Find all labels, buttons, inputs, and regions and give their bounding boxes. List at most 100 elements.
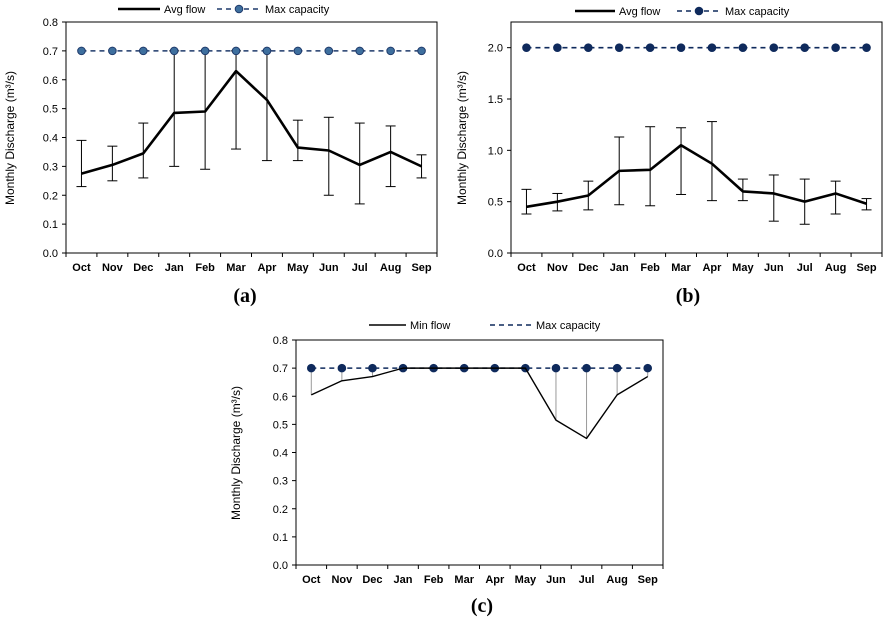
flow-line (310, 367, 649, 440)
max-capacity-marker (417, 46, 426, 56)
max-capacity-marker (582, 363, 591, 373)
max-capacity-marker (614, 43, 624, 52)
y-tick-label: 0.1 (273, 532, 288, 544)
x-tick-label: Jun (319, 262, 339, 274)
legend-capacity-label: Max capacity (536, 320, 601, 332)
legend-capacity-label: Max capacity (265, 4, 330, 16)
x-tick-label: Jan (394, 574, 413, 586)
x-tick-label: Aug (380, 262, 401, 274)
x-tick-label: Jan (610, 262, 629, 274)
legend-capacity-marker (234, 4, 244, 14)
legend: Avg flow Max capacity (575, 6, 790, 18)
chart-panel-1: 0.0 0.1 0.2 0.3 0.4 0.5 0.6 0.7 0.8 Oct Nov Dec Jan F… (3, 4, 438, 307)
y-tick-label: 0.3 (43, 161, 58, 173)
y-axis-title: Monthly Discharge (m³/s) (455, 71, 469, 205)
x-tick-label: Nov (102, 262, 124, 274)
legend-capacity-marker (694, 6, 704, 16)
chart-panel-2: 0.0 0.5 1.0 1.5 2.0 Oct Nov Dec Jan Feb Mar Apr May J… (455, 6, 883, 307)
legend-flow-label: Avg flow (164, 4, 205, 16)
max-capacity-marker (337, 363, 347, 373)
max-capacity-marker (77, 46, 86, 56)
max-capacity-marker (769, 43, 779, 52)
legend: Avg flow Max capacity (118, 4, 330, 16)
plot-area-frame (510, 21, 883, 254)
legend-capacity-label: Max capacity (725, 6, 790, 18)
y-tick-label: 0.0 (488, 248, 503, 260)
x-tick-label: Sep (638, 574, 658, 586)
y-tick-label: 0.1 (43, 219, 58, 231)
max-capacity-marker (583, 43, 593, 52)
flow-line (81, 69, 423, 175)
legend: Min flow Max capacity (369, 320, 601, 332)
max-capacity-marker (645, 43, 655, 52)
x-tick-label: Oct (72, 262, 91, 274)
max-capacity-marker (386, 46, 395, 56)
plot-area-frame (65, 21, 438, 254)
x-tick-label: May (732, 262, 754, 274)
y-tick-label: 0.3 (273, 476, 288, 488)
y-axis-title: Monthly Discharge (m³/s) (3, 71, 17, 205)
max-capacity-marker (800, 43, 810, 52)
max-capacity-marker (522, 43, 531, 52)
x-tick-label: Jun (764, 262, 784, 274)
x-tick-label: Mar (671, 262, 691, 274)
x-tick-label: Feb (640, 262, 660, 274)
x-tick-label: Feb (424, 574, 444, 586)
y-tick-label: 2.0 (488, 43, 503, 55)
y-tick-label: 0.4 (43, 133, 58, 145)
x-tick-label: Sep (411, 262, 431, 274)
max-capacity-marker (862, 43, 871, 52)
max-capacity-marker (831, 43, 840, 52)
x-tick-label: Apr (257, 262, 277, 274)
x-tick-label: Mar (226, 262, 246, 274)
y-tick-label: 0.7 (43, 46, 58, 58)
y-tick-label: 0.4 (273, 448, 288, 460)
max-capacity-marker (200, 46, 210, 56)
y-tick-label: 0.5 (273, 419, 288, 431)
y-tick-label: 1.0 (488, 145, 503, 157)
x-tick-label: Sep (856, 262, 876, 274)
x-tick-label: Jun (546, 574, 566, 586)
y-tick-label: 0.0 (43, 248, 58, 260)
max-capacity-marker (262, 46, 272, 56)
y-tick-label: 0.7 (273, 363, 288, 375)
y-tick-label: 0.8 (273, 335, 288, 347)
flow-line (526, 143, 867, 209)
x-tick-label: Nov (547, 262, 569, 274)
x-tick-label: May (515, 574, 537, 586)
max-capacity-marker (643, 363, 653, 373)
max-capacity-marker (324, 46, 334, 56)
y-tick-label: 0.5 (43, 104, 58, 116)
x-tick-label: Oct (517, 262, 536, 274)
x-tick-label: Jul (797, 262, 813, 274)
y-tick-label: 1.5 (488, 94, 503, 106)
y-tick-label: 0.5 (488, 197, 503, 209)
legend-flow-label: Avg flow (619, 6, 660, 18)
x-tick-label: Feb (195, 262, 215, 274)
y-tick-label: 0.2 (273, 504, 288, 516)
y-tick-label: 0.8 (43, 17, 58, 29)
max-capacity-marker (169, 46, 179, 56)
y-tick-label: 0.6 (273, 391, 288, 403)
x-tick-label: May (287, 262, 309, 274)
max-capacity-marker (293, 46, 303, 56)
y-tick-label: 0.2 (43, 190, 58, 202)
x-tick-label: Jul (352, 262, 368, 274)
max-capacity-marker (676, 43, 686, 52)
x-tick-label: Jan (165, 262, 184, 274)
max-capacity-marker (707, 43, 717, 52)
max-capacity-marker (306, 363, 316, 373)
panel-label: (a) (233, 285, 256, 307)
panel-label: (b) (676, 285, 700, 307)
panel-label: (c) (471, 595, 493, 617)
max-capacity-marker (355, 46, 365, 56)
max-capacity-marker (553, 43, 562, 52)
max-capacity-marker (551, 363, 561, 373)
max-capacity-marker (108, 46, 117, 56)
plot-area-frame (295, 339, 664, 566)
x-tick-label: Dec (362, 574, 382, 586)
max-capacity-marker (231, 46, 241, 56)
y-axis-title: Monthly Discharge (m³/s) (229, 386, 243, 520)
x-tick-label: Nov (331, 574, 353, 586)
